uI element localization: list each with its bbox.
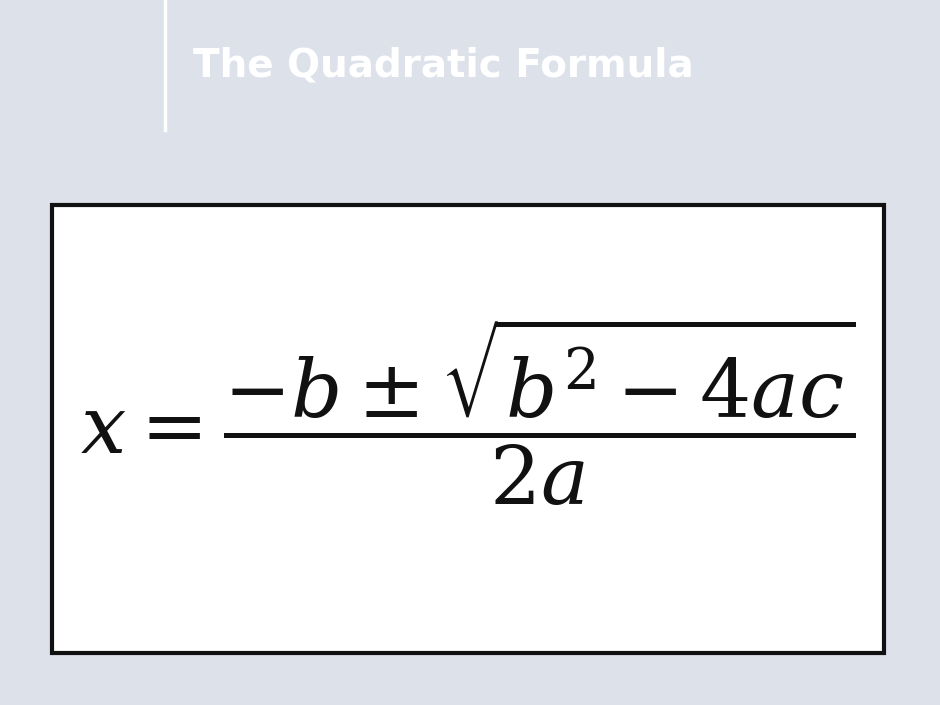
FancyBboxPatch shape: [52, 205, 884, 654]
Text: $x = \dfrac{-b \pm \sqrt{b^2 - 4ac}}{2a}$: $x = \dfrac{-b \pm \sqrt{b^2 - 4ac}}{2a}…: [80, 316, 855, 508]
Text: The Quadratic Formula: The Quadratic Formula: [193, 47, 694, 84]
